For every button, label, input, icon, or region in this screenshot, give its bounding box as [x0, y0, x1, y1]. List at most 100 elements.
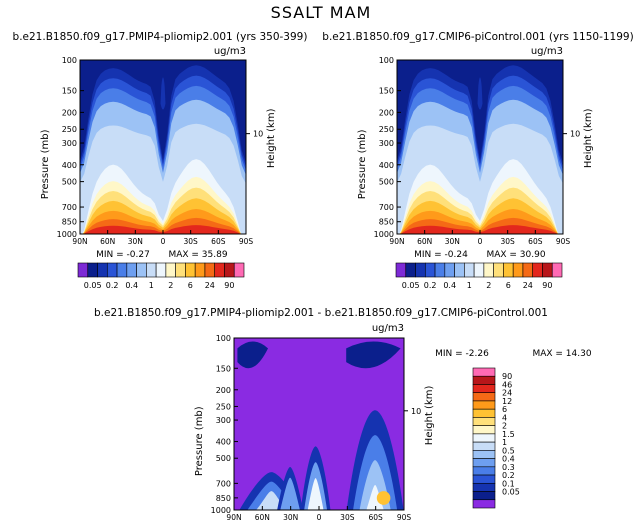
- colorbar-label: 6: [506, 281, 511, 290]
- colorbar-label: 0.2: [106, 281, 119, 290]
- colorbar-label: 46: [502, 380, 512, 389]
- y-tick-label: 200: [216, 386, 231, 395]
- colorbar-swatch: [165, 262, 176, 278]
- colorbar-label: 1: [467, 281, 472, 290]
- colorbar-swatch: [233, 262, 245, 278]
- colorbar-swatch: [472, 450, 496, 459]
- x-tick-label: 90N: [226, 513, 241, 522]
- field-band: [237, 341, 268, 369]
- y-tick-label: 700: [216, 479, 231, 488]
- y-tick-label: 200: [62, 108, 77, 117]
- y-tick-label: 850: [379, 218, 394, 227]
- field-band: [280, 477, 300, 510]
- colorbar-swatch: [472, 433, 496, 443]
- x-tick-label: 60N: [100, 237, 115, 246]
- field-band: [82, 225, 241, 234]
- colorbar-swatch: [464, 262, 475, 278]
- figure-title: SSALT MAM: [271, 3, 372, 22]
- colorbar-swatch: [472, 482, 496, 492]
- colorbar-swatch: [116, 262, 128, 278]
- colorbar-swatch: [405, 262, 416, 278]
- colorbar-label: 0.1: [502, 479, 515, 488]
- x-tick-label: 90S: [397, 513, 412, 522]
- y-axis-label: Pressure (mb): [357, 129, 368, 199]
- x-tick-label: 30S: [184, 237, 199, 246]
- panel-2: b.e21.B1850.f09_g17.CMIP6-piControl.001 …: [322, 31, 633, 260]
- min-label: MIN = -0.24: [414, 250, 468, 260]
- y-tick-label: 700: [379, 203, 394, 212]
- colorbar-swatch: [542, 262, 553, 278]
- colorbar-swatch: [444, 262, 455, 278]
- colorbar-swatch: [395, 262, 407, 278]
- colorbar-swatch: [472, 458, 496, 468]
- colorbar: 0.05 0.2 0.4 1 2 6 24 90: [77, 262, 245, 290]
- colorbar-label: 90: [502, 372, 512, 381]
- contour-field: [396, 59, 564, 235]
- x-tick-label: 90S: [556, 237, 571, 246]
- colorbar-label: 0.2: [502, 471, 515, 480]
- field-band: [376, 491, 391, 505]
- y-tick-label: 1000: [374, 230, 394, 239]
- colorbar-label: 0.5: [502, 446, 515, 455]
- colorbar-swatch: [472, 441, 496, 451]
- panel-1: b.e21.B1850.f09_g17.PMIP4-pliomip2.001 (…: [13, 31, 308, 260]
- colorbar-label: 0.05: [402, 281, 420, 290]
- y-tick-label: 700: [62, 203, 77, 212]
- y-tick-label: 100: [62, 56, 77, 65]
- colorbar-label: 1: [502, 438, 507, 447]
- colorbar-label: 6: [502, 405, 507, 414]
- colorbar-swatch: [472, 499, 496, 509]
- panel-title: b.e21.B1850.f09_g17.PMIP4-pliomip2.001 -…: [94, 307, 548, 319]
- colorbar-swatch: [522, 262, 534, 278]
- units-label: ug/m3: [531, 46, 563, 57]
- x-tick-label: 60N: [417, 237, 432, 246]
- field-band: [399, 225, 559, 234]
- y-tick-label: 150: [62, 87, 77, 96]
- colorbar-label: 12: [502, 397, 512, 406]
- colorbar-swatch: [146, 262, 157, 278]
- x-tick-label: 60S: [369, 513, 384, 522]
- colorbar-label: 0.3: [502, 463, 515, 472]
- y-tick-label: 500: [379, 178, 394, 187]
- y-tick-label: 850: [62, 218, 77, 227]
- colorbar-swatch: [472, 400, 496, 410]
- panel-3: b.e21.B1850.f09_g17.PMIP4-pliomip2.001 -…: [94, 307, 592, 522]
- colorbar-swatch: [136, 262, 147, 278]
- y-axis-label: Pressure (mb): [40, 129, 51, 199]
- colorbar-swatch: [424, 262, 436, 278]
- max-label: MAX = 30.90: [486, 250, 545, 260]
- field-band: [366, 485, 384, 510]
- colorbar-label: 24: [523, 281, 533, 290]
- x-tick-label: 0: [478, 237, 483, 246]
- colorbar-label: 24: [205, 281, 215, 290]
- field-band: [346, 341, 401, 369]
- colorbar-swatch: [472, 408, 496, 418]
- colorbar-swatch: [454, 262, 465, 278]
- colorbar-swatch: [472, 375, 496, 385]
- contour-field: [79, 59, 247, 235]
- contour-field: [233, 337, 405, 511]
- max-label: MAX = 14.30: [532, 349, 591, 359]
- colorbar-swatch: [77, 262, 89, 278]
- panel-title: b.e21.B1850.f09_g17.CMIP6-piControl.001 …: [322, 31, 633, 43]
- colorbar-label: 0.05: [84, 281, 102, 290]
- y-tick-label: 250: [379, 125, 394, 134]
- y-axis-label: Pressure (mb): [194, 406, 205, 476]
- colorbar-swatch: [532, 262, 543, 278]
- colorbar-label: 90: [224, 281, 234, 290]
- y-tick-label: 400: [62, 161, 77, 170]
- colorbar-swatch: [87, 262, 98, 278]
- colorbar: 0.05 0.2 0.4 1 2 6 24 90: [395, 262, 563, 290]
- min-label: MIN = -2.26: [435, 349, 489, 359]
- colorbar-swatch: [472, 392, 496, 402]
- colorbar-swatch: [214, 262, 225, 278]
- y2-tick-label: 10: [411, 407, 421, 416]
- colorbar-label: 0.4: [125, 281, 138, 290]
- colorbar-swatch: [126, 262, 137, 278]
- colorbar-swatch: [503, 262, 514, 278]
- colorbar-label: 2: [168, 281, 173, 290]
- x-tick-label: 90S: [239, 237, 254, 246]
- y-tick-label: 150: [379, 87, 394, 96]
- colorbar-swatch: [512, 262, 524, 278]
- y-tick-label: 300: [216, 416, 231, 425]
